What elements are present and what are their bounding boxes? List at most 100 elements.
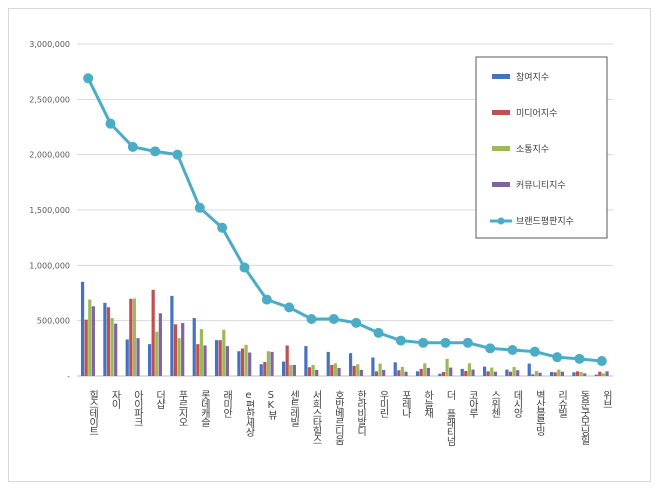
bar-미디어지수 (464, 371, 468, 376)
bar-커뮤니티지수 (404, 371, 408, 376)
line-point (261, 294, 272, 305)
bar-소통지수 (601, 373, 606, 376)
bar-미디어지수 (84, 319, 88, 376)
line-point (328, 314, 339, 325)
bar-참여지수 (281, 361, 286, 376)
bar-소통지수 (132, 298, 137, 376)
bar-소통지수 (490, 367, 494, 376)
line-point (485, 343, 496, 354)
bar-소통지수 (199, 329, 204, 376)
category-label: 코아루 (466, 390, 478, 419)
legend-label: 브랜드평판지수 (516, 216, 574, 227)
bar-참여지수 (415, 371, 420, 376)
category-label: 호반베르디움 (332, 390, 344, 445)
bar-미디어지수 (263, 361, 267, 376)
bar-미디어지수 (419, 368, 423, 376)
y-tick-label: 3,000,000 (29, 40, 70, 49)
bar-소통지수 (557, 369, 561, 376)
category-label: 포레나 (399, 390, 411, 419)
bar-소통지수 (512, 366, 516, 376)
bar-커뮤니티지수 (605, 371, 609, 376)
bar-소통지수 (333, 363, 338, 376)
bar-커뮤니티지수 (382, 369, 386, 376)
line-point (395, 335, 406, 346)
bar-미디어지수 (598, 371, 602, 376)
bar-참여지수 (594, 374, 598, 376)
bar-참여지수 (505, 369, 509, 376)
bar-참여지수 (259, 364, 263, 376)
bar-미디어지수 (553, 372, 557, 376)
bar-커뮤니티지수 (493, 371, 497, 376)
line-point (83, 73, 94, 84)
bar-미디어지수 (106, 307, 111, 376)
bar-미디어지수 (307, 367, 312, 376)
line-point (596, 356, 607, 367)
category-label: 더샵 (154, 390, 166, 409)
bar-참여지수 (192, 318, 196, 376)
bar-미디어지수 (531, 374, 535, 376)
chart-frame (8, 8, 651, 482)
bar-미디어지수 (196, 344, 200, 376)
y-tick-label: 1,500,000 (29, 206, 70, 215)
bar-미디어지수 (352, 365, 356, 376)
bar-소통지수 (88, 299, 92, 376)
category-label: 서희스타힐스 (310, 390, 322, 444)
legend-label: 소통지수 (516, 144, 549, 155)
category-label: 데시앙 (511, 390, 523, 418)
bar-미디어지수 (397, 370, 401, 376)
bar-참여지수 (147, 344, 152, 376)
category-label: 벽산블루밍 (533, 390, 545, 436)
bar-소통지수 (378, 363, 382, 376)
bar-커뮤니티지수 (270, 351, 274, 376)
category-label: 아이파크 (131, 390, 143, 426)
line-point (373, 327, 384, 338)
category-label: 동문굿모닝힐 (578, 390, 590, 445)
legend-marker (497, 217, 505, 225)
bar-소통지수 (289, 364, 293, 376)
bar-미디어지수 (218, 340, 222, 376)
category-label: 리슈빌 (556, 390, 568, 418)
bar-커뮤니티지수 (158, 313, 162, 376)
bar-소통지수 (222, 329, 226, 376)
line-point (284, 302, 295, 313)
bar-참여지수 (103, 302, 107, 376)
bar-참여지수 (438, 373, 442, 376)
legend-swatch (492, 110, 510, 115)
bar-참여지수 (348, 353, 353, 376)
line-point (574, 353, 585, 364)
bar-미디어지수 (240, 348, 245, 376)
category-label: 자이 (109, 390, 121, 410)
line-point (351, 317, 362, 328)
bar-참여지수 (80, 281, 85, 376)
bar-참여지수 (326, 351, 330, 376)
bar-커뮤니티지수 (471, 369, 475, 376)
bar-소통지수 (266, 351, 271, 376)
category-label: e편한세상 (243, 390, 255, 437)
bar-커뮤니티지수 (538, 372, 542, 376)
line-point (239, 262, 250, 273)
line-point (150, 146, 161, 157)
bar-소통지수 (311, 364, 315, 376)
bar-소통지수 (423, 363, 427, 376)
line-point (440, 337, 451, 348)
bar-커뮤니티지수 (114, 323, 118, 376)
line-point (529, 346, 540, 357)
y-tick-label: 2,000,000 (29, 151, 70, 160)
bar-커뮤니티지수 (560, 371, 564, 376)
line-point (127, 141, 138, 152)
line-point (507, 344, 518, 355)
category-label: 센트레빌 (288, 390, 300, 427)
bar-커뮤니티지수 (583, 373, 587, 376)
bar-미디어지수 (173, 324, 178, 376)
y-tick-label: 1,000,000 (29, 261, 70, 270)
legend-swatch (492, 74, 510, 79)
bar-미디어지수 (486, 371, 490, 376)
line-point (194, 202, 205, 213)
y-tick-label: 500,000 (37, 317, 70, 326)
bar-커뮤니티지수 (91, 306, 95, 376)
category-label: 스위첸 (489, 390, 501, 418)
legend-label: 커뮤니티지수 (516, 180, 566, 191)
line-point (172, 149, 183, 160)
